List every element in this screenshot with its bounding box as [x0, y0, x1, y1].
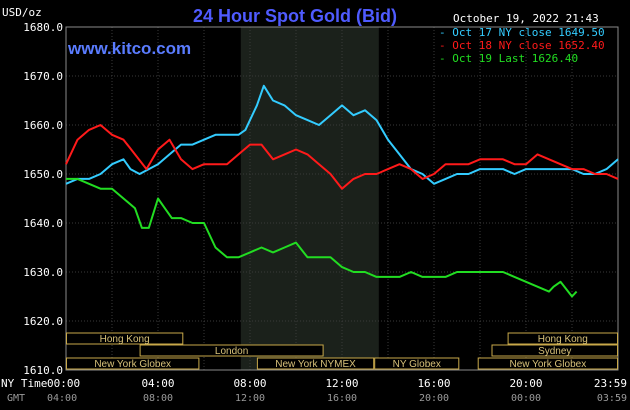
series-line-oct-18: [65, 124, 619, 190]
x-tick-label-ny: 00:00: [47, 377, 80, 390]
y-tick-label: 1610.0: [23, 364, 63, 377]
ny-time-row-label: NY Time: [1, 377, 47, 390]
legend-entry: - Oct 19 Last 1626.40: [439, 52, 578, 65]
session-label: Hong Kong: [100, 334, 150, 345]
legend-entry: - Oct 18 NY close 1652.40: [439, 39, 605, 52]
x-tick-label-gmt: 20:00: [419, 393, 449, 404]
plot-area: Hong Kong London New York Globex New York N…: [65, 26, 619, 371]
y-unit-label: USD/oz: [2, 6, 42, 19]
x-tick-label-ny: 16:00: [417, 377, 450, 390]
session-label: NY Globex: [393, 359, 441, 370]
session-label: Hong Kong: [538, 334, 588, 345]
y-tick-label: 1620.0: [23, 315, 63, 328]
session-bar: [491, 344, 618, 357]
legend-entry: - Oct 17 NY close 1649.50: [439, 26, 605, 39]
y-tick-label: 1630.0: [23, 266, 63, 279]
y-tick-label: 1640.0: [23, 217, 63, 230]
y-tick-label: 1650.0: [23, 168, 63, 181]
x-tick-label-ny: 20:00: [509, 377, 542, 390]
session-label: New York Globex: [509, 359, 586, 370]
x-tick-label-gmt: 12:00: [235, 393, 265, 404]
timestamp: October 19, 2022 21:43: [453, 12, 599, 25]
y-tick-label: 1660.0: [23, 119, 63, 132]
session-bar: [374, 357, 460, 370]
y-tick-label: 1680.0: [23, 21, 63, 34]
session-bar: [66, 332, 184, 345]
x-tick-label-ny: 04:00: [141, 377, 174, 390]
session-bar: [139, 344, 324, 357]
chart-title: 24 Hour Spot Gold (Bid): [193, 6, 397, 26]
x-tick-label-gmt: 16:00: [327, 393, 357, 404]
session-label: Sydney: [538, 346, 571, 357]
session-label: London: [215, 346, 248, 357]
x-tick-label-ny: 08:00: [233, 377, 266, 390]
session-label: New York NYMEX: [275, 359, 356, 370]
x-tick-label-gmt: 08:00: [143, 393, 173, 404]
x-tick-label-gmt: 00:00: [511, 393, 541, 404]
y-axis: 1680.0 1670.0 1660.0 1650.0 1640.0 1630.0 1620…: [23, 21, 63, 377]
session-bar: [477, 357, 619, 370]
legend: - Oct 17 NY close 1649.50- Oct 18 NY clo…: [439, 26, 605, 65]
session-bar: [256, 357, 375, 370]
x-axis: 00:00 04:00 08:00 12:00 16:00 20:00 23:59 04:00…: [1, 377, 627, 404]
x-tick-label-gmt: 03:59: [597, 393, 627, 404]
series-line-oct-19: [66, 177, 578, 298]
site-watermark: www.kitco.com: [67, 39, 191, 58]
x-tick-label-gmt: 04:00: [47, 393, 77, 404]
session-label: New York Globex: [94, 359, 171, 370]
x-tick-label-ny: 23:59: [594, 377, 627, 390]
series-line-oct-17: [65, 84, 619, 185]
gmt-row-label: GMT: [7, 393, 25, 404]
x-tick-label-ny: 12:00: [325, 377, 358, 390]
y-tick-label: 1670.0: [23, 70, 63, 83]
session-bar: [507, 332, 619, 345]
session-bar: [66, 357, 200, 370]
session-highlight: [240, 27, 379, 370]
plot-frame: [65, 26, 619, 371]
